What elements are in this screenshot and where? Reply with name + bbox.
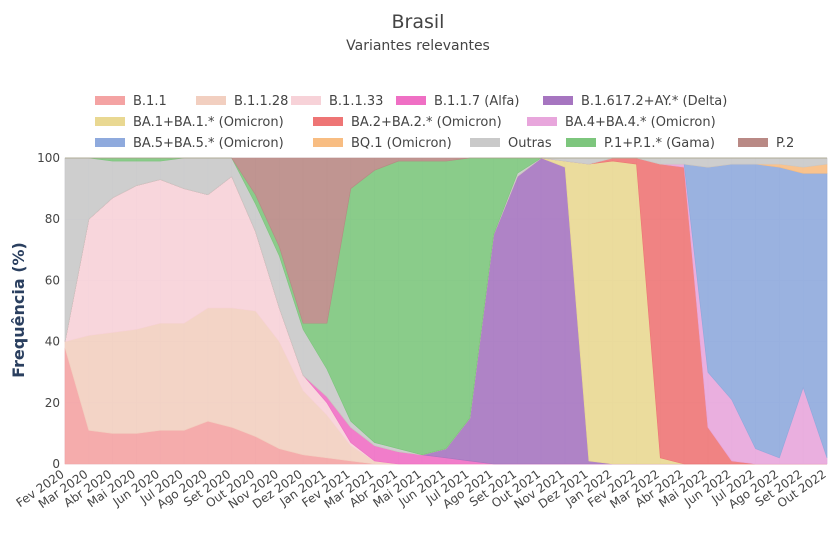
legend-label-b-1-617-2-ay-delta[interactable]: B.1.617.2+AY.* (Delta) [581,94,727,109]
y-tick-label: 0 [52,457,60,471]
legend-swatch-bq-1-omicron[interactable] [313,138,343,147]
y-axis-label: Frequência (%) [9,242,28,378]
y-tick-label: 20 [45,396,60,410]
legend-label-ba-4-ba-4-omicron[interactable]: BA.4+BA.4.* (Omicron) [565,115,716,130]
chart-title: Brasil [392,11,445,33]
legend-swatch-b-1-1-7-alfa[interactable] [396,96,426,105]
legend-swatch-ba-5-ba-5-omicron[interactable] [95,138,125,147]
legend-swatch-b-1-617-2-ay-delta[interactable] [543,96,573,105]
legend-swatch-p-1-p-1-gama[interactable] [566,138,596,147]
legend-swatch-b-1-1-33[interactable] [291,96,321,105]
y-tick-label: 100 [37,151,60,165]
legend-label-ba-1-ba-1-omicron[interactable]: BA.1+BA.1.* (Omicron) [133,115,284,130]
chart-subtitle: Variantes relevantes [346,38,490,54]
area-p-2 [65,157,827,324]
legend-label-p-2[interactable]: P.2 [776,136,794,151]
legend-swatch-ba-1-ba-1-omicron[interactable] [95,117,125,126]
legend-swatch-b-1-1-28[interactable] [196,96,226,105]
legend-label-outras[interactable]: Outras [508,136,552,151]
legend-label-b-1-1-33[interactable]: B.1.1.33 [329,94,383,109]
legend-swatch-outras[interactable] [470,138,500,147]
legend-swatch-b-1-1[interactable] [95,96,125,105]
y-tick-label: 60 [45,273,60,287]
stacked-areas [64,157,828,465]
y-axis-ticks: 0 20 40 60 80 100 [37,151,60,471]
legend-label-b-1-1-7-alfa[interactable]: B.1.1.7 (Alfa) [434,94,519,109]
legend-label-ba-2-ba-2-omicron[interactable]: BA.2+BA.2.* (Omicron) [351,115,502,130]
legend-label-b-1-1[interactable]: B.1.1 [133,94,167,109]
legend-label-b-1-1-28[interactable]: B.1.1.28 [234,94,288,109]
legend-label-ba-5-ba-5-omicron[interactable]: BA.5+BA.5.* (Omicron) [133,136,284,151]
y-tick-label: 80 [45,212,60,226]
legend: B.1.1 B.1.1.28 B.1.1.33 B.1.1.7 (Alfa) B.1.6… [95,94,794,151]
legend-label-bq-1-omicron[interactable]: BQ.1 (Omicron) [351,136,452,151]
legend-label-p-1-p-1-gama[interactable]: P.1+P.1.* (Gama) [604,136,715,151]
legend-swatch-ba-4-ba-4-omicron[interactable] [527,117,557,126]
legend-swatch-ba-2-ba-2-omicron[interactable] [313,117,343,126]
y-tick-label: 40 [45,335,60,349]
legend-swatch-p-2[interactable] [738,138,768,147]
